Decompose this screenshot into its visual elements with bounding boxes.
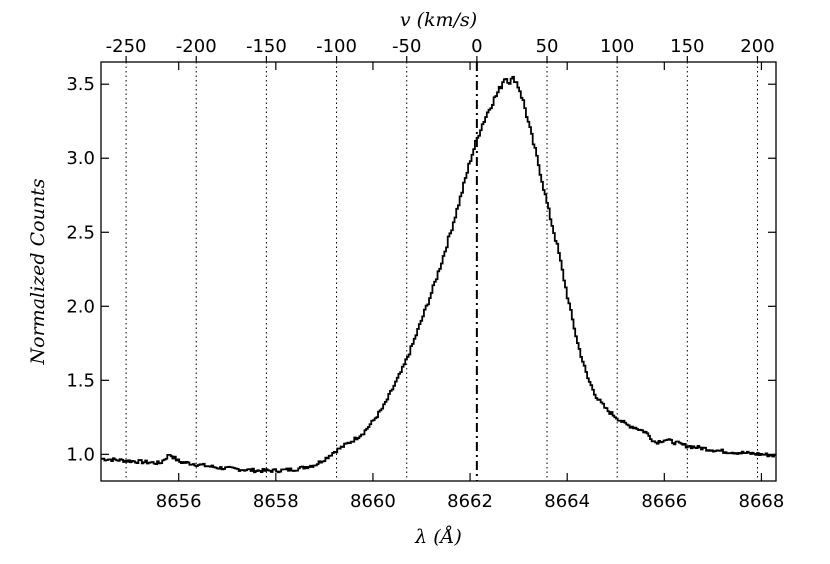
y-tick-label: 2.0 bbox=[66, 296, 95, 317]
x-tick-label: 8662 bbox=[447, 491, 493, 512]
x-tick-label: 8658 bbox=[253, 491, 299, 512]
top-tick-label: -100 bbox=[316, 36, 357, 57]
top-tick-label: 150 bbox=[670, 36, 704, 57]
top-tick-label: 0 bbox=[471, 36, 482, 57]
x-tick-label: 8666 bbox=[641, 491, 687, 512]
top-axis-label: v (km/s) bbox=[400, 9, 477, 31]
spectrum-line bbox=[101, 75, 777, 474]
x-tick-label: 8660 bbox=[350, 491, 396, 512]
velocity-gridlines bbox=[125, 62, 758, 481]
y-tick-label: 1.5 bbox=[66, 370, 95, 391]
y-tick-label: 1.0 bbox=[66, 444, 95, 465]
axis-ticks: 8656 8658 8660 8662 8664 8666 8668 1.0 1.5 2.0 2.5… bbox=[66, 36, 784, 512]
y-tick-label: 3.0 bbox=[66, 148, 95, 169]
top-tick-label: -250 bbox=[106, 36, 147, 57]
y-tick-label: 2.5 bbox=[66, 222, 95, 243]
top-tick-label: -200 bbox=[176, 36, 217, 57]
top-tick-label: 200 bbox=[740, 36, 774, 57]
y-axis-label: Normalized Counts bbox=[27, 178, 49, 365]
x-tick-label: 8656 bbox=[156, 491, 202, 512]
x-tick-label: 8668 bbox=[739, 491, 785, 512]
top-tick-label: -150 bbox=[246, 36, 287, 57]
top-tick-label: 50 bbox=[536, 36, 559, 57]
top-tick-label: -50 bbox=[392, 36, 421, 57]
spectrum-line-group bbox=[101, 75, 777, 474]
x-tick-label: 8664 bbox=[544, 491, 590, 512]
top-tick-label: 100 bbox=[600, 36, 634, 57]
plot-frame bbox=[100, 61, 777, 482]
y-tick-label: 3.5 bbox=[66, 74, 95, 95]
x-axis-label: λ (Å) bbox=[414, 526, 462, 548]
